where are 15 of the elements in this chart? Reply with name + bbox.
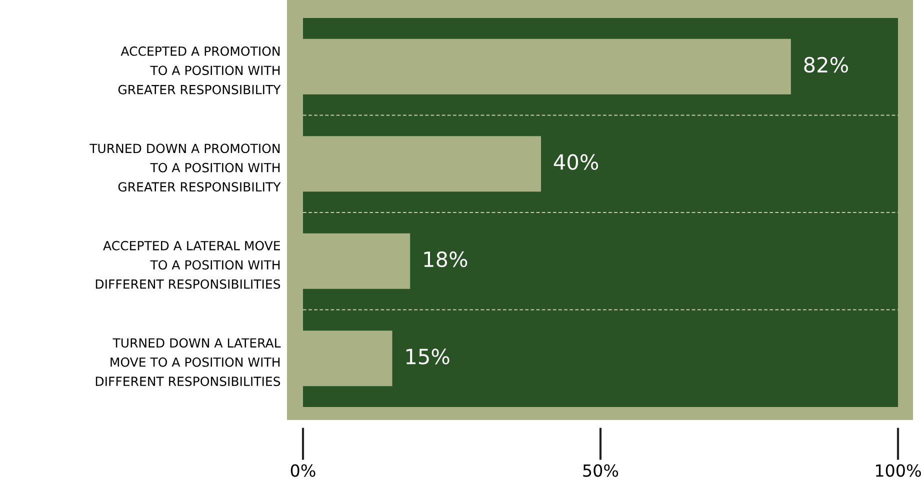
bar: [303, 136, 541, 192]
bar: [303, 330, 392, 386]
bar: [303, 38, 791, 94]
data-label: 40%: [554, 154, 598, 170]
y-tick-label: TURNED DOWN A LATERAL MOVE TO A POSITION WITH DIFFERENT RESPONSIBILITIES: [96, 338, 281, 386]
x-tick-label: 0%: [290, 464, 316, 477]
y-tick-label: ACCEPTED A PROMOTION TO A POSITION WITH GREATER RESPONSIBILITY: [118, 46, 281, 94]
y-tick-label: TURNED DOWN A PROMOTION TO A POSITION WITH GREATER RESPONSIBILITY: [90, 144, 281, 192]
data-label: 82%: [804, 56, 848, 73]
data-label: 15%: [406, 348, 450, 364]
data-label: 18%: [424, 251, 468, 268]
y-tick-label: ACCEPTED A LATERAL MOVE TO A POSITION WITH DIFFERENT RESPONSIBILITIES: [96, 240, 280, 289]
x-tick-label: 50%: [583, 464, 618, 477]
x-tick-label: 100%: [876, 464, 921, 477]
bar: [303, 233, 410, 289]
